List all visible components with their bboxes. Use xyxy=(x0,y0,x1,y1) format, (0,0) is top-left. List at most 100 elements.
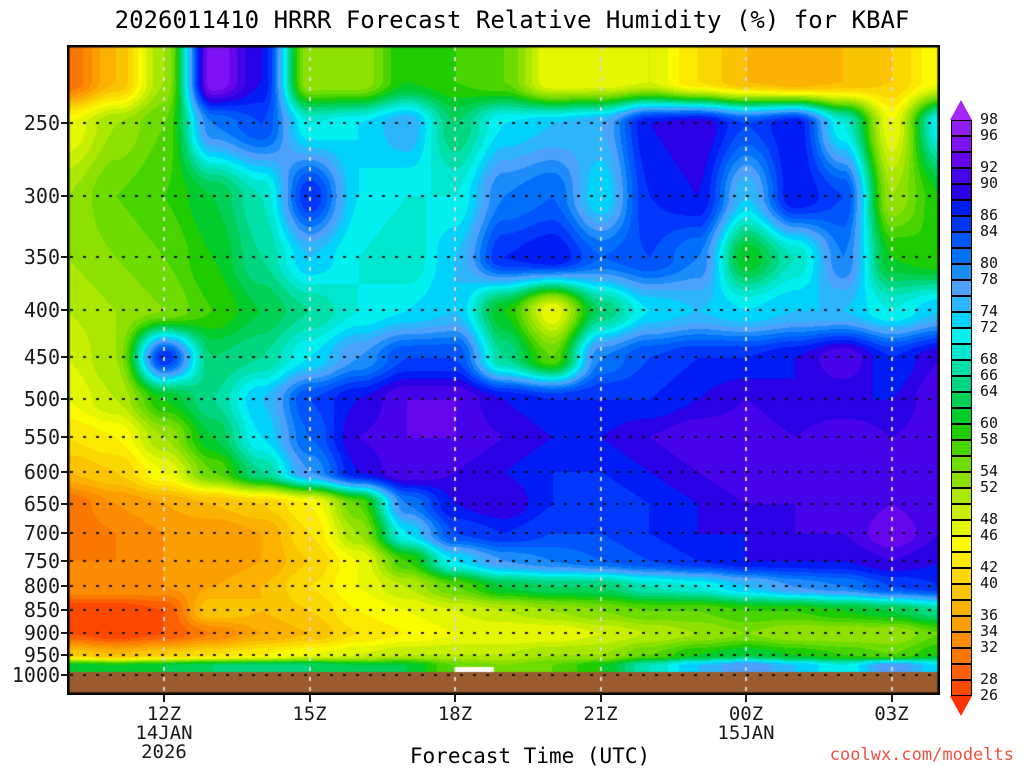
y-axis-tick-label: 300 xyxy=(23,183,60,208)
y-axis-tick-label: 900 xyxy=(23,621,60,646)
colorbar-cell xyxy=(951,472,972,488)
colorbar-tick-label: 64 xyxy=(980,382,999,400)
x-axis-date-label: 14JAN xyxy=(135,722,193,744)
colorbar-cell xyxy=(951,296,972,312)
colorbar-tick-label: 58 xyxy=(980,430,999,448)
y-axis-tick-label: 750 xyxy=(23,548,60,573)
colorbar-tick-label: 26 xyxy=(980,686,999,704)
colorbar-cell xyxy=(951,184,972,200)
colorbar-tick-label: 90 xyxy=(980,174,999,192)
y-axis-tick xyxy=(61,532,67,535)
colorbar-tick-label: 78 xyxy=(980,270,999,288)
colorbar-tick-label: 28 xyxy=(980,670,999,688)
y-axis-tick-label: 550 xyxy=(23,425,60,450)
y-axis-tick-label: 500 xyxy=(23,387,60,412)
colorbar-tick-label: 46 xyxy=(980,526,999,544)
colorbar-tick-label: 74 xyxy=(980,302,999,320)
colorbar-cell xyxy=(951,360,972,376)
x-axis-tick-label: 03Z xyxy=(874,703,909,725)
colorbar-cell xyxy=(951,584,972,600)
colorbar-tick-label: 72 xyxy=(980,318,999,336)
colorbar-cell xyxy=(951,600,972,616)
colorbar-cell xyxy=(951,264,972,280)
colorbar-cell xyxy=(951,312,972,328)
colorbar-tick-label: 96 xyxy=(980,126,999,144)
colorbar-arrow-bottom xyxy=(950,696,972,716)
y-axis-tick-label: 650 xyxy=(23,491,60,516)
colorbar-tick-label: 80 xyxy=(980,254,999,272)
colorbar-cell xyxy=(951,168,972,184)
y-axis-tick xyxy=(61,559,67,562)
colorbar-tick-label: 54 xyxy=(980,462,999,480)
x-axis-tick-label: 15Z xyxy=(292,703,327,725)
y-axis-tick-label: 250 xyxy=(23,111,60,136)
y-axis-tick xyxy=(61,398,67,401)
y-axis-tick-label: 600 xyxy=(23,459,60,484)
colorbar-tick-label: 36 xyxy=(980,606,999,624)
colorbar-tick-label: 84 xyxy=(980,222,999,240)
y-axis-tick xyxy=(61,356,67,359)
x-axis-date-label: 15JAN xyxy=(717,722,775,744)
colorbar-tick-label: 92 xyxy=(980,158,999,176)
colorbar-cell xyxy=(951,456,972,472)
x-axis-tick-label: 18Z xyxy=(437,703,473,725)
y-axis-tick xyxy=(61,122,67,125)
x-axis-title: Forecast Time (UTC) xyxy=(409,744,651,768)
colorbar-cell xyxy=(951,648,972,664)
colorbar-tick-label: 98 xyxy=(980,110,999,128)
colorbar-tick-label: 42 xyxy=(980,558,999,576)
y-axis-tick xyxy=(61,470,67,473)
colorbar-cell xyxy=(951,152,972,168)
colorbar-cell xyxy=(951,216,972,232)
colorbar-cell xyxy=(951,536,972,552)
y-axis-tick-label: 450 xyxy=(23,345,60,370)
colorbar-cell xyxy=(951,280,972,296)
colorbar-cell xyxy=(951,632,972,648)
x-axis-tick-label: 21Z xyxy=(583,703,618,725)
colorbar-tick-label: 34 xyxy=(980,622,999,640)
y-axis-tick-label: 850 xyxy=(23,598,60,623)
y-axis-tick xyxy=(61,653,67,656)
colorbar-cell xyxy=(951,664,972,680)
colorbar-cell xyxy=(951,376,972,392)
y-axis-tick-label: 350 xyxy=(23,245,60,270)
colorbar-tick-label: 40 xyxy=(980,574,999,592)
x-axis-tick xyxy=(163,695,165,702)
y-axis-tick-label: 950 xyxy=(23,642,60,667)
y-axis-tick xyxy=(61,436,67,439)
y-axis-tick xyxy=(61,194,67,197)
y-axis-tick xyxy=(61,502,67,505)
colorbar-cell xyxy=(951,424,972,440)
colorbar-cell xyxy=(951,616,972,632)
x-axis-date-label: 2026 xyxy=(141,741,187,763)
y-axis-tick-label: 800 xyxy=(23,574,60,599)
colorbar-cell xyxy=(951,520,972,536)
colorbar-cell xyxy=(951,248,972,264)
colorbar-tick-label: 48 xyxy=(980,510,999,528)
colorbar-cell xyxy=(951,344,972,360)
colorbar-cell xyxy=(951,552,972,568)
colorbar-cell xyxy=(951,488,972,504)
colorbar-cell xyxy=(951,200,972,216)
y-axis-tick-label: 1000 xyxy=(11,663,60,687)
x-axis-tick xyxy=(890,695,893,702)
colorbar-tick-label: 68 xyxy=(980,350,999,368)
colorbar-cell xyxy=(951,392,972,408)
y-axis-tick xyxy=(61,585,67,588)
y-axis-tick-label: 700 xyxy=(23,521,60,546)
y-axis-tick xyxy=(61,309,67,312)
heatmap-canvas xyxy=(67,45,940,695)
y-axis-tick xyxy=(61,632,67,635)
colorbar-tick-label: 66 xyxy=(980,366,999,384)
y-axis-tick xyxy=(61,674,67,676)
y-axis-tick-label: 400 xyxy=(23,298,60,323)
colorbar-cell xyxy=(951,232,972,248)
colorbar-cell xyxy=(951,408,972,424)
colorbar-cell xyxy=(951,328,972,344)
colorbar-cell xyxy=(951,136,972,152)
colorbar-cell xyxy=(951,440,972,456)
colorbar-tick-label: 52 xyxy=(980,478,999,496)
x-axis-tick-label: 00Z xyxy=(728,703,764,725)
x-axis-tick xyxy=(454,695,456,702)
colorbar-arrow-top xyxy=(950,100,972,120)
